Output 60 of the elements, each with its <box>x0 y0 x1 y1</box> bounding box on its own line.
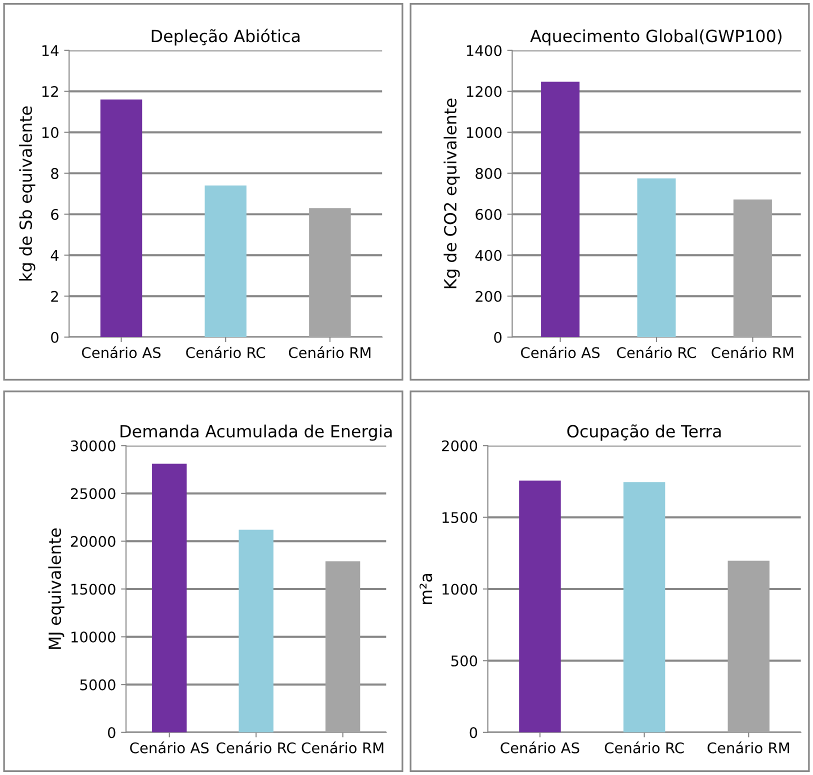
bar <box>637 178 676 338</box>
x-tick-label: Cenário RC <box>216 742 296 754</box>
x-tick-label: Cenário RM <box>288 346 370 358</box>
y-tick-label: 12 <box>42 86 58 97</box>
y-tick-label: 8 <box>51 168 58 180</box>
y-tick-label: 5000 <box>80 679 116 690</box>
bar <box>309 208 351 338</box>
y-axis-title: Kg de CO2 equivalente <box>444 98 460 288</box>
y-tick-label: 10 <box>42 127 58 138</box>
bar <box>152 464 187 732</box>
bar <box>238 530 274 732</box>
y-axis-title: kg de Sb equivalente <box>19 106 36 280</box>
chart-title: Demanda Acumulada de Energia <box>120 424 392 441</box>
y-tick-label: 2000 <box>442 440 478 452</box>
y-axis-title: MJ equivalente <box>48 528 64 649</box>
y-tick-label: 10000 <box>72 632 116 643</box>
y-tick-label: 1000 <box>466 127 502 138</box>
y-tick-label: 20000 <box>70 536 116 547</box>
x-tick-label: Cenário RC <box>604 742 684 754</box>
bar <box>100 100 142 338</box>
bar <box>519 480 561 732</box>
y-tick-label: 800 <box>476 168 502 180</box>
y-tick-label: 30000 <box>71 440 116 452</box>
y-tick-label: 1200 <box>466 86 502 98</box>
chart-title: Depleção Abiótica <box>152 28 300 46</box>
bar <box>541 82 580 338</box>
bar <box>623 482 666 732</box>
y-tick-label: 0 <box>494 332 502 343</box>
y-tick-label: 0 <box>51 332 58 343</box>
chart-title: Ocupação de Terra <box>567 424 721 441</box>
y-tick-label: 25000 <box>70 488 116 500</box>
bar <box>733 199 772 338</box>
x-tick-label: Cenário RM <box>302 742 384 754</box>
y-tick-label: 0 <box>470 727 478 738</box>
x-tick-label: Cenário AS <box>130 742 209 754</box>
x-tick-label: Cenário AS <box>82 346 161 358</box>
x-tick-label: Cenário RC <box>617 346 696 358</box>
y-tick-label: 600 <box>476 208 502 220</box>
y-tick-label: 400 <box>475 250 502 261</box>
y-tick-label: 14 <box>42 45 59 56</box>
y-tick-label: 15000 <box>72 584 116 595</box>
y-tick-label: 1400 <box>466 45 502 56</box>
y-axis-title: m²a <box>420 574 432 604</box>
x-tick-label: Cenário RM <box>708 742 790 754</box>
y-tick-label: 1500 <box>442 512 478 524</box>
x-tick-label: Cenário AS <box>521 346 600 358</box>
y-tick-label: 500 <box>451 655 478 666</box>
bar <box>728 560 770 732</box>
y-tick-label: 6 <box>51 208 58 220</box>
y-tick-label: 0 <box>108 727 116 738</box>
bar <box>325 561 360 732</box>
x-tick-label: Cenário RM <box>712 346 794 358</box>
y-tick-label: 200 <box>476 290 502 302</box>
bar <box>204 186 246 338</box>
y-tick-label: 2 <box>51 290 58 302</box>
x-tick-label: Cenário RC <box>186 346 266 358</box>
y-tick-label: 1000 <box>442 584 478 595</box>
y-tick-label: 4 <box>50 250 59 261</box>
chart-title: Aquecimento Global(GWP100) <box>530 29 782 46</box>
x-tick-label: Cenário AS <box>500 742 580 754</box>
